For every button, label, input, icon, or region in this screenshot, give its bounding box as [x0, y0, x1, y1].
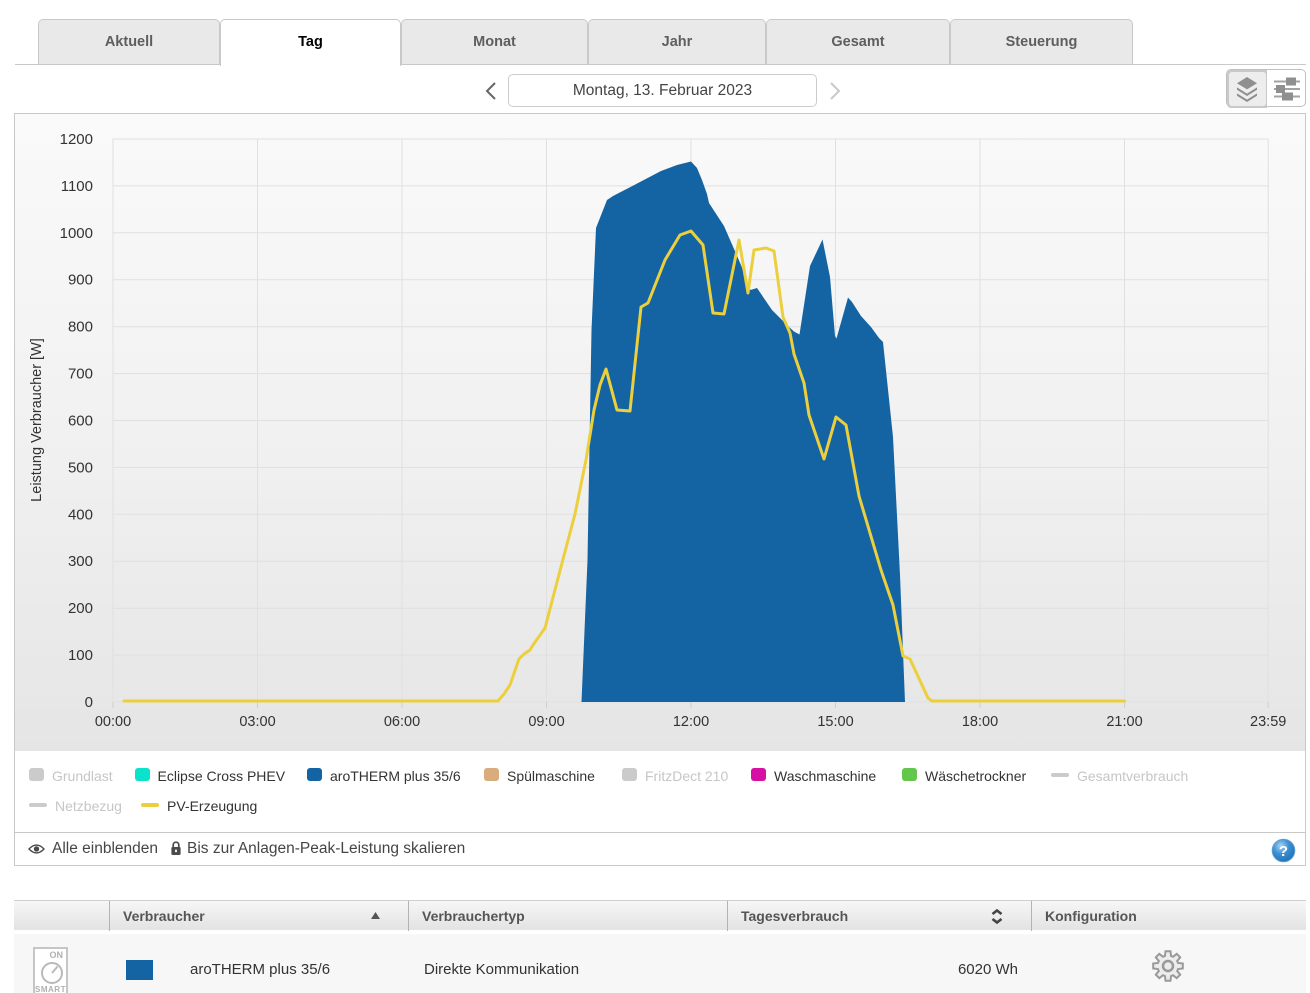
svg-text:1100: 1100: [61, 178, 93, 195]
svg-text:18:00: 18:00: [962, 714, 998, 730]
svg-text:0: 0: [85, 694, 93, 711]
svg-text:03:00: 03:00: [239, 714, 275, 730]
svg-text:09:00: 09:00: [528, 714, 564, 730]
svg-text:00:00: 00:00: [95, 714, 131, 730]
svg-text:700: 700: [68, 366, 93, 383]
svg-text:23:59: 23:59: [1250, 714, 1286, 730]
svg-text:600: 600: [68, 413, 93, 430]
svg-text:06:00: 06:00: [384, 714, 420, 730]
svg-text:800: 800: [68, 319, 93, 336]
svg-text:21:00: 21:00: [1106, 714, 1142, 730]
svg-text:300: 300: [68, 553, 93, 570]
svg-text:100: 100: [68, 647, 93, 664]
svg-text:Leistung Verbraucher [W]: Leistung Verbraucher [W]: [29, 338, 45, 502]
svg-text:500: 500: [68, 459, 93, 476]
svg-text:900: 900: [68, 272, 93, 289]
svg-text:400: 400: [68, 506, 93, 523]
svg-text:1000: 1000: [60, 225, 93, 242]
svg-text:1200: 1200: [60, 131, 93, 148]
svg-text:15:00: 15:00: [817, 714, 853, 730]
svg-text:12:00: 12:00: [673, 714, 709, 730]
svg-text:200: 200: [68, 600, 93, 617]
svg-text:?: ?: [1279, 843, 1288, 860]
